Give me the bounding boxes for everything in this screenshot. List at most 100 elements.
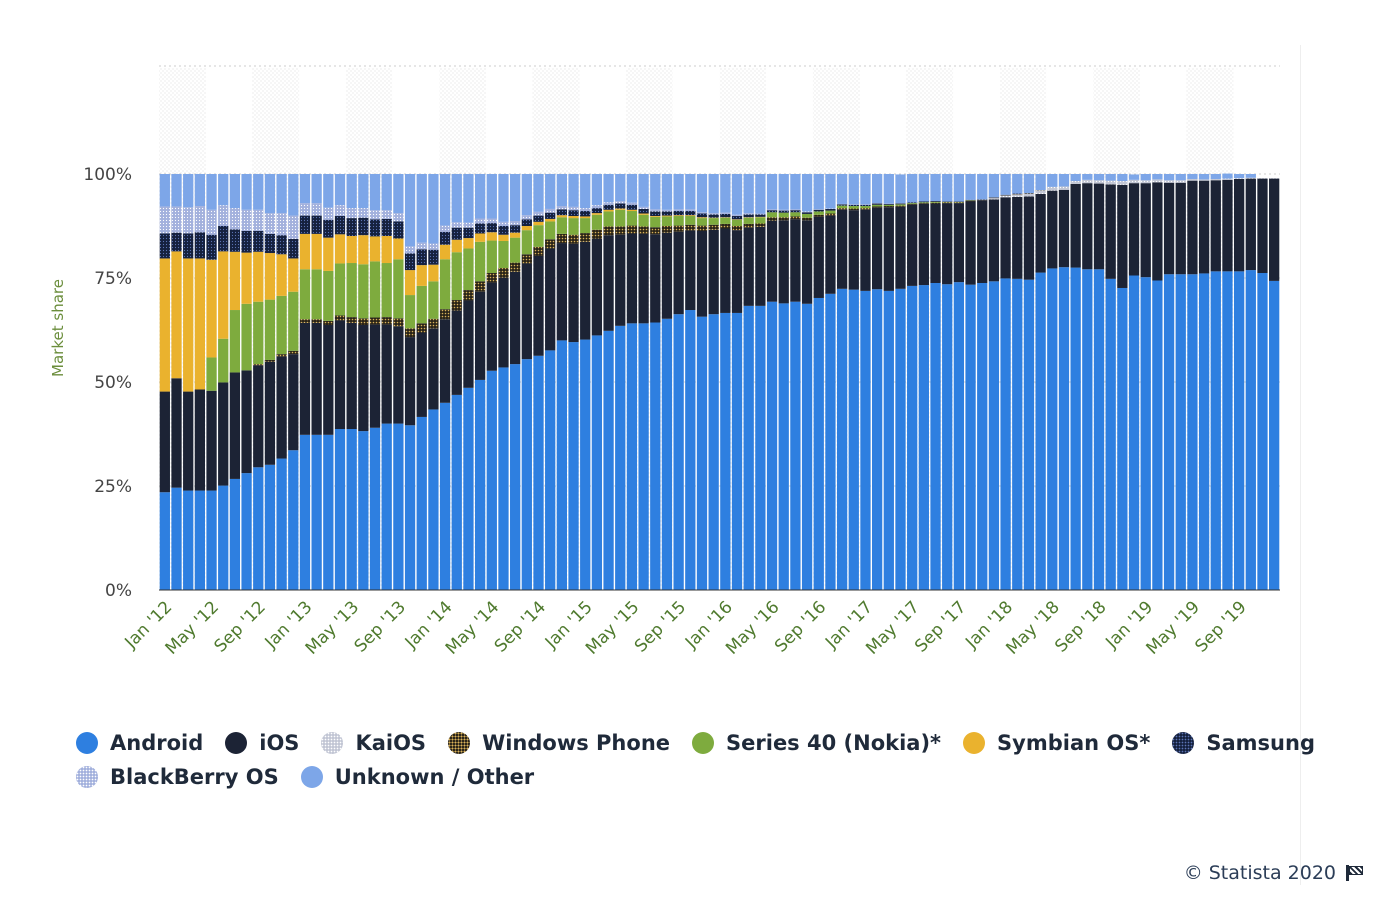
bar-segment-series-40-nokia[interactable] [474, 241, 486, 282]
bar-segment-series-40-nokia[interactable] [918, 202, 929, 204]
bar-segment-series-40-nokia[interactable] [241, 303, 252, 371]
bar-segment-unknown-other[interactable] [685, 174, 696, 210]
bar-segment-symbian-os[interactable] [323, 237, 334, 271]
bar-segment-series-40-nokia[interactable] [545, 221, 556, 240]
bar-segment-ios[interactable] [498, 277, 509, 368]
bar-segment-unknown-other[interactable] [1140, 174, 1151, 181]
bar-segment-windows-phone[interactable] [836, 208, 848, 210]
bar-segment-android[interactable] [194, 490, 206, 590]
bar-segment-blackberry-os[interactable] [299, 203, 311, 216]
bar-segment-blackberry-os[interactable] [183, 207, 194, 234]
bar-segment-windows-phone[interactable] [685, 224, 696, 231]
bar-segment-kaios[interactable] [1198, 179, 1210, 181]
bar-segment-android[interactable] [1093, 269, 1105, 590]
bar-segment-series-40-nokia[interactable] [323, 270, 334, 321]
bar-segment-unknown-other[interactable] [1222, 173, 1233, 179]
bar-segment-blackberry-os[interactable] [241, 209, 252, 231]
bar-segment-symbian-os[interactable] [498, 234, 509, 241]
bar-segment-windows-phone[interactable] [825, 213, 836, 216]
bar-segment-android[interactable] [1058, 267, 1070, 590]
bar-segment-ios[interactable] [288, 354, 299, 451]
bar-segment-symbian-os[interactable] [241, 252, 252, 304]
bar-segment-ios[interactable] [1058, 189, 1070, 268]
bar-segment-ios[interactable] [311, 322, 322, 435]
bar-segment-android[interactable] [942, 284, 953, 590]
bar-segment-android[interactable] [346, 429, 357, 590]
bar-segment-series-40-nokia[interactable] [346, 263, 357, 318]
bar-segment-android[interactable] [1070, 267, 1081, 590]
legend-item-samsung[interactable]: Samsung [1172, 731, 1315, 755]
bar-segment-ios[interactable] [229, 372, 241, 479]
bar-segment-blackberry-os[interactable] [743, 213, 754, 215]
bar-segment-series-40-nokia[interactable] [288, 291, 299, 351]
bar-segment-unknown-other[interactable] [673, 174, 684, 210]
bar-segment-ios[interactable] [346, 322, 357, 430]
bar-segment-android[interactable] [521, 359, 532, 590]
bar-segment-series-40-nokia[interactable] [358, 264, 369, 319]
bar-segment-blackberry-os[interactable] [486, 218, 497, 224]
bar-segment-series-40-nokia[interactable] [872, 204, 883, 207]
bar-segment-windows-phone[interactable] [299, 319, 311, 323]
bar-segment-unknown-other[interactable] [836, 174, 848, 204]
bar-segment-symbian-os[interactable] [428, 264, 439, 282]
bar-segment-blackberry-os[interactable] [474, 218, 486, 224]
bar-segment-symbian-os[interactable] [521, 226, 532, 231]
bar-segment-android[interactable] [311, 434, 322, 590]
bar-segment-ios[interactable] [615, 234, 626, 326]
bar-segment-unknown-other[interactable] [1105, 174, 1116, 181]
bar-segment-ios[interactable] [1128, 183, 1140, 276]
bar-segment-android[interactable] [766, 301, 778, 590]
bar-segment-ios[interactable] [895, 206, 906, 289]
bar-segment-blackberry-os[interactable] [603, 202, 614, 205]
bar-segment-samsung[interactable] [650, 211, 661, 217]
bar-segment-ios[interactable] [1000, 197, 1011, 279]
bar-segment-series-40-nokia[interactable] [416, 285, 427, 324]
bar-segment-unknown-other[interactable] [416, 174, 427, 243]
bar-segment-windows-phone[interactable] [720, 223, 731, 229]
bar-segment-symbian-os[interactable] [638, 213, 649, 215]
bar-segment-series-40-nokia[interactable] [591, 214, 603, 230]
bar-segment-series-40-nokia[interactable] [521, 230, 532, 255]
bar-segment-android[interactable] [545, 350, 556, 590]
bar-segment-ios[interactable] [907, 204, 918, 286]
bar-segment-series-40-nokia[interactable] [218, 338, 229, 383]
bar-segment-windows-phone[interactable] [510, 262, 521, 272]
bar-segment-windows-phone[interactable] [404, 328, 416, 338]
bar-segment-android[interactable] [498, 367, 509, 590]
bar-segment-series-40-nokia[interactable] [685, 216, 696, 225]
bar-segment-unknown-other[interactable] [510, 174, 521, 222]
bar-segment-unknown-other[interactable] [474, 174, 486, 219]
bar-segment-ios[interactable] [848, 210, 859, 290]
bar-segment-ios[interactable] [486, 282, 497, 371]
bar-segment-series-40-nokia[interactable] [393, 259, 404, 319]
bar-segment-ios[interactable] [1175, 182, 1186, 275]
bar-segment-android[interactable] [650, 322, 661, 590]
legend-item-symbian[interactable]: Symbian OS* [963, 731, 1150, 755]
bar-segment-symbian-os[interactable] [486, 232, 497, 241]
bar-segment-unknown-other[interactable] [696, 174, 708, 213]
bar-segment-ios[interactable] [1210, 180, 1221, 272]
bar-segment-samsung[interactable] [334, 216, 346, 235]
bar-segment-unknown-other[interactable] [288, 174, 299, 216]
bar-segment-android[interactable] [708, 314, 719, 590]
bar-segment-unknown-other[interactable] [229, 174, 241, 209]
bar-segment-unknown-other[interactable] [463, 174, 474, 223]
bar-segment-android[interactable] [685, 310, 696, 590]
bar-segment-samsung[interactable] [860, 204, 871, 207]
bar-segment-windows-phone[interactable] [591, 229, 603, 239]
bar-segment-unknown-other[interactable] [1047, 174, 1058, 187]
bar-segment-kaios[interactable] [1163, 180, 1175, 183]
bar-segment-series-40-nokia[interactable] [603, 211, 614, 227]
bar-segment-windows-phone[interactable] [463, 290, 474, 301]
bar-segment-kaios[interactable] [1222, 178, 1233, 180]
bar-segment-samsung[interactable] [299, 215, 311, 234]
bar-segment-symbian-os[interactable] [580, 216, 591, 219]
bar-segment-unknown-other[interactable] [930, 174, 941, 202]
bar-segment-blackberry-os[interactable] [253, 209, 264, 231]
bar-segment-ios[interactable] [416, 332, 427, 417]
bar-segment-samsung[interactable] [825, 208, 836, 211]
bar-segment-symbian-os[interactable] [510, 232, 521, 238]
bar-segment-ios[interactable] [428, 328, 439, 410]
bar-segment-windows-phone[interactable] [439, 309, 451, 320]
bar-segment-ios[interactable] [334, 320, 346, 430]
